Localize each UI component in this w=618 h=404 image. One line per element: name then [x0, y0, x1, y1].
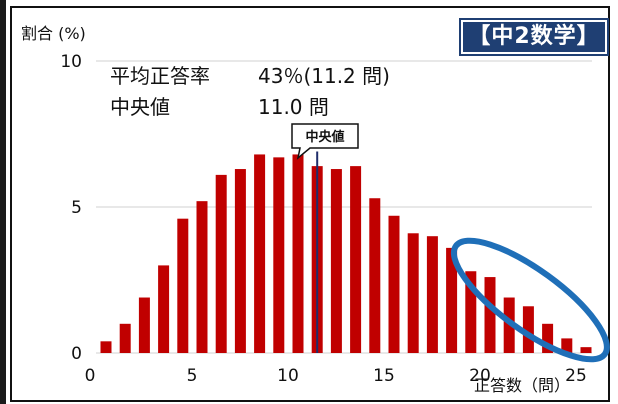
x-axis-unit-label: 正答数（問）	[474, 376, 571, 395]
x-tick-label-5: 5	[187, 366, 198, 386]
bar-0	[100, 341, 112, 353]
bar-14	[369, 198, 381, 353]
median-label: 中央値	[110, 95, 170, 119]
mean-value: 43％(11.2 問)	[258, 64, 390, 88]
highlight-ellipse	[450, 237, 610, 363]
bar-5	[196, 201, 208, 353]
bar-2	[138, 297, 150, 353]
bar-9	[273, 157, 285, 353]
x-tick-label-25: 25	[565, 366, 587, 386]
bar-1	[119, 323, 131, 353]
bar-4	[177, 218, 189, 353]
bar-23	[542, 323, 554, 353]
x-tick-label-10: 10	[277, 366, 299, 386]
x-tick-label-15: 15	[373, 366, 395, 386]
y-tick-label-0: 0	[71, 344, 82, 364]
y-tick-label-5: 5	[71, 198, 82, 218]
left-border-strip	[0, 0, 6, 404]
bar-20	[484, 277, 496, 353]
bar-3	[158, 265, 170, 353]
y-tick-label-10: 10	[60, 52, 82, 72]
median-callout-box	[291, 123, 359, 160]
bar-7	[234, 169, 246, 353]
bar-10	[292, 154, 304, 353]
median-callout-text: 中央値	[305, 129, 344, 145]
bar-13	[350, 166, 362, 353]
x-tick-label-20: 20	[469, 366, 491, 386]
bar-19	[465, 271, 477, 353]
bar-15	[388, 215, 400, 353]
median-value: 11.0 問	[258, 95, 329, 119]
bar-16	[407, 233, 419, 353]
bar-18	[446, 247, 458, 353]
bar-12	[330, 169, 342, 353]
bar-17	[426, 236, 438, 353]
bar-6	[215, 174, 227, 353]
bar-22	[522, 306, 534, 353]
bar-25	[580, 347, 592, 353]
bar-24	[561, 338, 573, 353]
x-tick-label-0: 0	[85, 366, 96, 386]
subject-badge: 【中2数学】	[459, 18, 609, 56]
mean-label: 平均正答率	[110, 64, 210, 88]
bar-8	[254, 154, 266, 353]
y-axis-unit-label: 割合 (%)	[21, 24, 86, 43]
